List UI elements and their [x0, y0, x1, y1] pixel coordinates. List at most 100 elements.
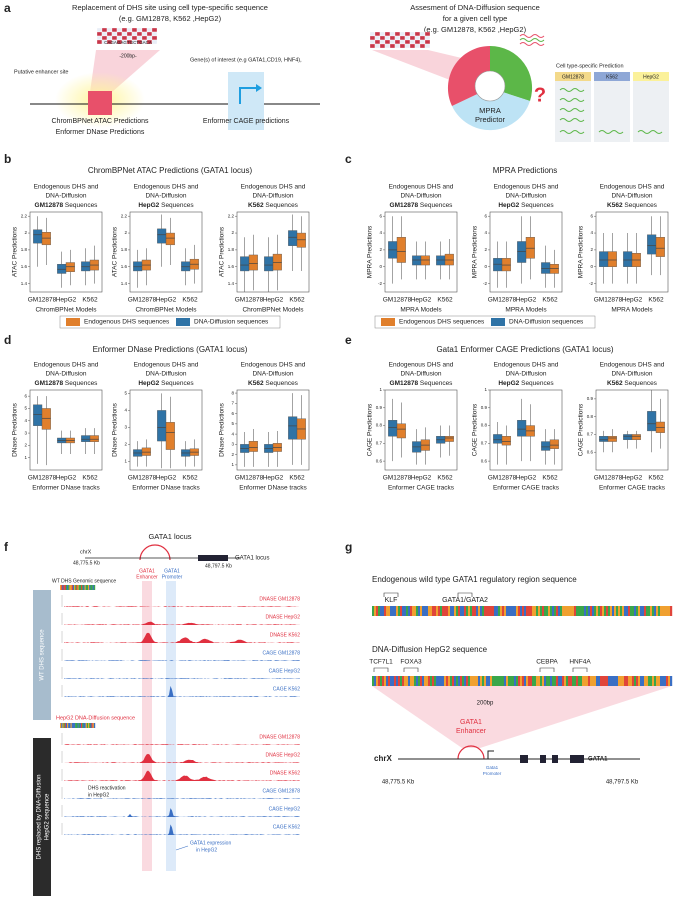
nucleotide	[660, 676, 663, 686]
subtitle-cell: HepG2	[138, 202, 159, 209]
box	[57, 264, 67, 274]
sequence-text: CAGAGAGTGCTGACA	[104, 40, 152, 45]
y-tick-label: 7	[231, 401, 234, 406]
y-tick-label: 1.8	[228, 247, 235, 252]
grid-cell	[146, 31, 153, 37]
box	[647, 234, 657, 255]
y-axis-label: CAGE Predictions	[472, 403, 479, 456]
box	[248, 441, 258, 452]
nucleotide	[70, 723, 72, 728]
grid-cell	[106, 31, 113, 37]
nucleotide	[568, 606, 571, 616]
nucleotide	[558, 606, 561, 616]
nucleotide	[592, 606, 595, 616]
x-tick-label: K562	[182, 475, 198, 482]
y-tick-label: 1.6	[21, 264, 28, 269]
subtitle: DNA-Diffusion	[145, 193, 186, 200]
nucleotide	[618, 676, 621, 686]
box	[493, 434, 503, 444]
y-tick-label: 1	[24, 455, 27, 460]
grid-cell	[414, 35, 421, 41]
nucleotide	[486, 676, 489, 686]
motif-bracket	[383, 592, 473, 597]
nucleotide	[434, 606, 437, 616]
annotation: DHS reactivation	[88, 785, 126, 791]
x-tick-label: GM12878	[128, 297, 157, 304]
gene-region	[228, 72, 264, 130]
y-tick-label: 0.9	[376, 405, 383, 410]
promoter-label: Promoter	[162, 574, 183, 580]
subtitle: HepG2 Sequences	[138, 202, 194, 209]
nucleotide	[626, 676, 629, 686]
nucleotide	[554, 606, 557, 616]
box	[288, 416, 298, 440]
y-tick-label: 0.9	[481, 405, 488, 410]
nucleotide	[376, 606, 379, 616]
nucleotide	[422, 676, 425, 686]
nucleotide	[84, 723, 86, 728]
box	[81, 261, 91, 272]
panel-a-title: Assesment of DNA-Diffusion sequence	[410, 3, 540, 12]
grid-cell	[404, 39, 411, 45]
subtitle: K562 Sequences	[248, 380, 299, 387]
box	[396, 237, 406, 263]
genes-label: Gene(s) of interest (e.g GATA1,CD19, HNF…	[190, 57, 302, 63]
x-tick-label: K562	[437, 475, 453, 482]
subtitle: DNA-Diffusion	[252, 193, 293, 200]
grid-cell	[384, 39, 391, 45]
wave	[519, 38, 545, 42]
nucleotide	[418, 676, 421, 686]
x-tick-label: HepG2	[622, 475, 643, 482]
y-tick-label: 0.8	[376, 423, 383, 428]
y-tick-label: 1.8	[121, 247, 128, 252]
nucleotide	[600, 676, 603, 686]
y-tick-label: 4	[231, 431, 234, 436]
y-tick-label: 2	[24, 443, 27, 448]
subtitle: GM12878 Sequences	[390, 202, 454, 209]
nucleotide	[86, 723, 89, 728]
track-label: CAGE GM12878	[262, 650, 300, 656]
enhancer-label: Enhancer	[136, 574, 158, 580]
grid-cell	[399, 39, 406, 45]
nucleotide	[522, 606, 525, 616]
nucleotide	[544, 606, 547, 616]
nucleotide	[636, 606, 639, 616]
track-label: DNASE K562	[270, 632, 301, 638]
legend-label: Endogenous DHS sequences	[84, 319, 170, 326]
nucleotide	[392, 606, 395, 616]
nucleotide	[564, 676, 567, 686]
grid-cell	[399, 31, 406, 37]
box	[248, 254, 258, 271]
nucleotide	[518, 606, 521, 616]
panel-letter: g	[345, 540, 352, 554]
nucleotide	[472, 606, 475, 616]
nucleotide	[390, 606, 393, 616]
grid-cell	[424, 39, 431, 45]
legend-label: DNA-Diffusion sequences	[509, 319, 584, 326]
grid-cell	[384, 43, 391, 49]
nucleotide	[69, 585, 71, 590]
nucleotide	[528, 606, 531, 616]
nucleotide	[568, 676, 571, 686]
nucleotide	[404, 606, 407, 616]
nucleotide	[662, 606, 665, 616]
track-label: CAGE K562	[273, 824, 300, 830]
nucleotide	[532, 676, 535, 686]
x-axis-label: Enformer CAGE tracks	[493, 485, 560, 492]
subtitle: K562 Sequences	[248, 202, 299, 209]
panel-letter: a	[4, 1, 11, 15]
nucleotide	[478, 606, 481, 616]
table-header-text: HepG2	[643, 74, 659, 80]
y-tick-label: 2	[124, 442, 127, 447]
nucleotide	[68, 723, 70, 728]
nucleotide	[88, 585, 90, 590]
x-tick-label: GM12878	[235, 475, 264, 482]
enhancer-label: Enhancer	[456, 728, 487, 735]
nucleotide	[454, 606, 457, 616]
nucleotide	[596, 606, 599, 616]
box	[41, 232, 51, 246]
grid-cell	[111, 27, 118, 33]
y-tick-label: 0	[484, 264, 487, 269]
nucleotide	[522, 676, 525, 686]
nucleotide	[634, 606, 637, 616]
